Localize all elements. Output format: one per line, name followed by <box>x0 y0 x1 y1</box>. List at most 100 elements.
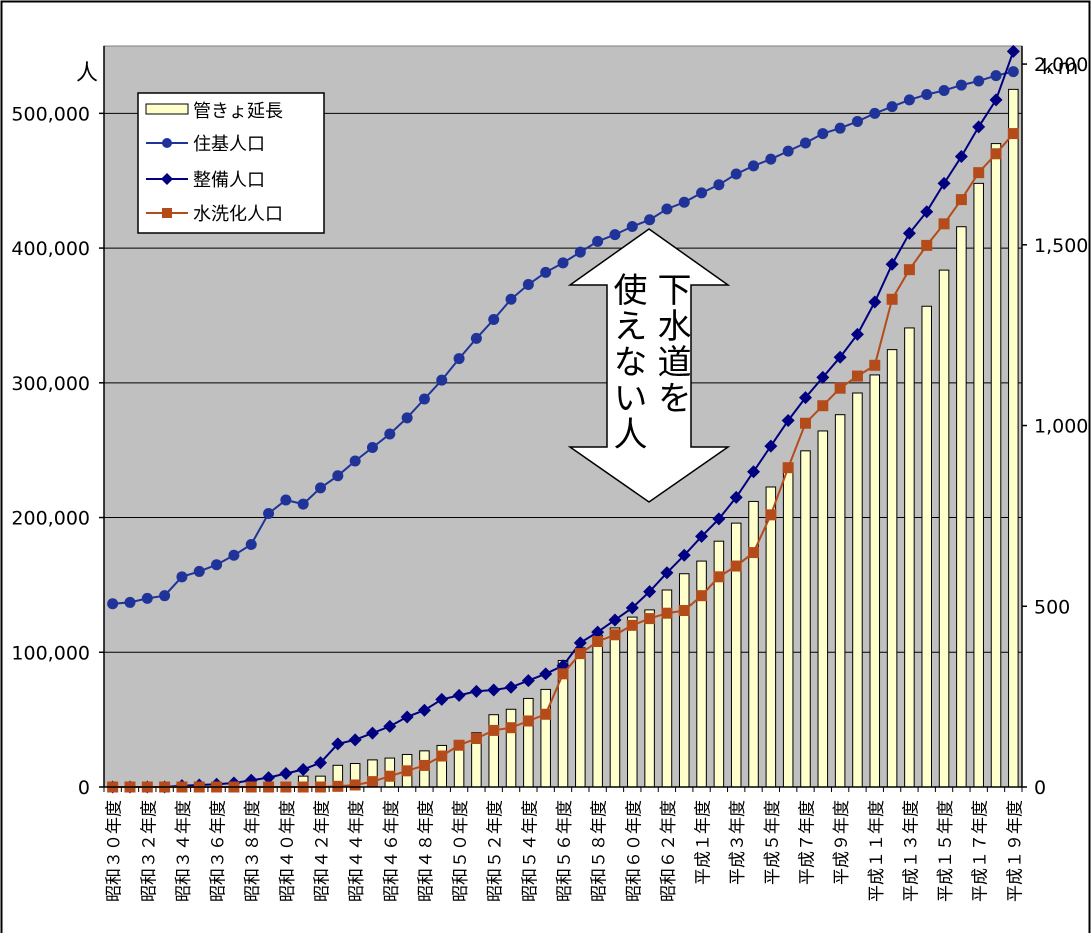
line-seibi-point <box>989 93 1003 107</box>
line-seibi-point <box>469 684 483 698</box>
line-suisenka-point <box>851 370 863 382</box>
line-seibi-point <box>625 601 639 615</box>
line-jyuki-point <box>903 94 915 106</box>
x-tick-label: 昭和４２年度 <box>313 800 333 902</box>
line-suisenka-point <box>869 359 881 371</box>
line-suisenka-point <box>730 560 742 572</box>
line-jyuki-point <box>782 145 794 157</box>
line-suisenka-point <box>574 648 586 660</box>
line-jyuki-point <box>626 221 638 233</box>
x-tick-label: 昭和３８年度 <box>243 800 263 902</box>
line-seibi-point <box>279 767 293 781</box>
x-tick-label: 昭和５４年度 <box>520 800 540 902</box>
line-jyuki-point <box>765 153 777 165</box>
line-jyuki-point <box>748 160 760 172</box>
line-jyuki-point <box>938 84 950 96</box>
line-seibi-point <box>262 771 276 785</box>
y-right-tick-label: 500 <box>1034 596 1070 618</box>
line-jyuki-point <box>713 179 725 191</box>
line-jyuki-point <box>332 470 344 482</box>
bar-kankyo <box>1008 88 1019 788</box>
bar-series-kankyo <box>297 88 1019 788</box>
y-right-tick-label: 2,000 <box>1034 54 1088 76</box>
bar-kankyo <box>575 647 586 788</box>
line-seibi-point <box>712 512 726 526</box>
line-suisenka-point <box>903 264 915 276</box>
line-seibi-point <box>972 120 986 134</box>
bar-kankyo <box>782 468 794 788</box>
line-suisenka-point <box>990 148 1002 160</box>
line-suisenka-point <box>713 571 725 583</box>
line-seibi-point <box>383 719 397 733</box>
line-suisenka-point <box>938 218 950 230</box>
line-seibi-point <box>781 414 795 428</box>
line-jyuki-point <box>297 498 309 510</box>
line-seibi-point <box>902 226 916 240</box>
y-left-tick-label: 200,000 <box>11 508 90 530</box>
line-seibi-point <box>452 688 466 702</box>
bar-kankyo <box>973 182 984 788</box>
bar-kankyo <box>609 627 621 788</box>
legend-marker-seibi <box>161 173 173 185</box>
line-seibi-point <box>850 327 864 341</box>
line-jyuki-point <box>973 75 985 87</box>
line-suisenka-point <box>349 779 361 791</box>
line-seibi-point <box>798 391 812 405</box>
line-jyuki-point <box>263 508 275 520</box>
y-right-tick-label: 0 <box>1034 777 1046 799</box>
x-tick-label: 平成１９年度 <box>1005 800 1025 902</box>
x-tick-label: 平成５年度 <box>763 800 783 885</box>
bar-kankyo <box>644 609 655 788</box>
bar-kankyo <box>886 349 898 788</box>
line-seibi-point <box>591 625 605 639</box>
line-seibi-point <box>643 585 657 599</box>
line-jyuki-point <box>141 592 153 604</box>
bar-kankyo <box>661 589 673 788</box>
line-jyuki-point <box>678 196 690 208</box>
line-jyuki-point <box>211 559 223 571</box>
bar-kankyo <box>627 616 638 788</box>
legend-label-kankyo: 管きょ延長 <box>193 101 283 122</box>
legend-label-seibi: 整備人口 <box>193 170 265 191</box>
line-jyuki-point <box>817 128 829 140</box>
line-jyuki-point <box>557 257 569 269</box>
line-suisenka-point <box>765 509 777 521</box>
legend-bar-swatch <box>145 103 189 115</box>
line-seibi-point <box>816 370 830 384</box>
legend-marker-jyuki <box>162 138 172 148</box>
line-jyuki-point <box>609 229 621 241</box>
bar-kankyo <box>523 697 534 788</box>
x-tick-label: 平成７年度 <box>797 800 817 885</box>
line-suisenka-point <box>1007 128 1019 140</box>
line-suisenka-point <box>488 724 500 736</box>
line-jyuki-point <box>955 79 967 91</box>
line-jyuki-point <box>228 549 240 561</box>
line-suisenka-point <box>505 722 517 734</box>
x-tick-label: 平成１５年度 <box>936 800 956 902</box>
bar-kankyo <box>852 392 863 788</box>
line-jyuki-point <box>661 203 673 215</box>
line-seibi-point <box>729 490 743 504</box>
line-suisenka-point <box>557 668 569 680</box>
line-jyuki-point <box>834 122 846 134</box>
bar-kankyo <box>990 143 1002 788</box>
x-tick-label: 昭和４６年度 <box>382 800 402 902</box>
line-seibi-point <box>937 176 951 190</box>
line-seibi-point <box>487 683 501 697</box>
line-jyuki-point <box>245 538 257 550</box>
line-seibi-point <box>417 703 431 717</box>
line-jyuki-point <box>401 412 413 424</box>
line-suisenka-point <box>817 400 829 412</box>
bar-kankyo <box>765 486 777 788</box>
line-suisenka-point <box>955 194 967 206</box>
line-suisenka-point <box>401 765 413 777</box>
line-suisenka-point <box>678 605 690 617</box>
y-axis-left: 0 100,000 200,000 300,000 400,000 500,000 <box>11 103 104 799</box>
bar-kankyo <box>904 327 915 788</box>
line-suisenka-point <box>973 167 985 179</box>
x-tick-label: 昭和３２年度 <box>139 800 159 902</box>
bar-kankyo <box>834 414 846 788</box>
line-seibi-point <box>695 529 709 543</box>
line-suisenka-point <box>453 739 465 751</box>
legend-label-jyuki: 住基人口 <box>193 134 265 155</box>
